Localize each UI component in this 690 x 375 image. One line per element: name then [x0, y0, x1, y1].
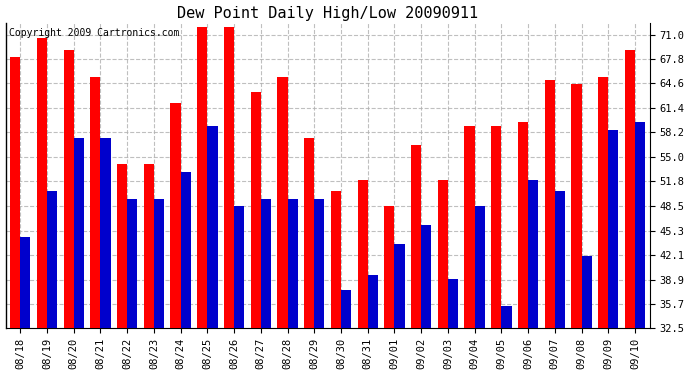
Bar — [37, 38, 47, 375]
Bar — [74, 138, 84, 375]
Bar — [464, 126, 475, 375]
Bar — [635, 122, 645, 375]
Bar — [154, 199, 164, 375]
Bar — [609, 130, 618, 375]
Bar — [421, 225, 431, 375]
Bar — [384, 206, 395, 375]
Bar — [10, 57, 20, 375]
Bar — [582, 256, 592, 375]
Bar — [341, 290, 351, 375]
Bar — [181, 172, 191, 375]
Bar — [411, 145, 421, 375]
Bar — [20, 237, 30, 375]
Bar — [491, 126, 502, 375]
Bar — [331, 191, 341, 375]
Bar — [555, 191, 565, 375]
Bar — [101, 138, 110, 375]
Bar — [144, 164, 154, 375]
Bar — [395, 244, 404, 375]
Text: Copyright 2009 Cartronics.com: Copyright 2009 Cartronics.com — [9, 28, 179, 38]
Bar — [518, 122, 528, 375]
Bar — [63, 50, 74, 375]
Bar — [475, 206, 485, 375]
Bar — [127, 199, 137, 375]
Bar — [197, 27, 208, 375]
Bar — [357, 180, 368, 375]
Bar — [625, 50, 635, 375]
Bar — [544, 80, 555, 375]
Bar — [448, 279, 458, 375]
Bar — [117, 164, 127, 375]
Bar — [208, 126, 217, 375]
Bar — [234, 206, 244, 375]
Bar — [277, 76, 288, 375]
Bar — [571, 84, 582, 375]
Bar — [314, 199, 324, 375]
Bar — [261, 199, 271, 375]
Bar — [437, 180, 448, 375]
Bar — [250, 92, 261, 375]
Bar — [528, 180, 538, 375]
Bar — [224, 27, 234, 375]
Bar — [598, 76, 609, 375]
Bar — [304, 138, 314, 375]
Bar — [47, 191, 57, 375]
Bar — [502, 306, 511, 375]
Bar — [288, 199, 297, 375]
Bar — [90, 76, 101, 375]
Bar — [170, 103, 181, 375]
Title: Dew Point Daily High/Low 20090911: Dew Point Daily High/Low 20090911 — [177, 6, 478, 21]
Bar — [368, 275, 378, 375]
